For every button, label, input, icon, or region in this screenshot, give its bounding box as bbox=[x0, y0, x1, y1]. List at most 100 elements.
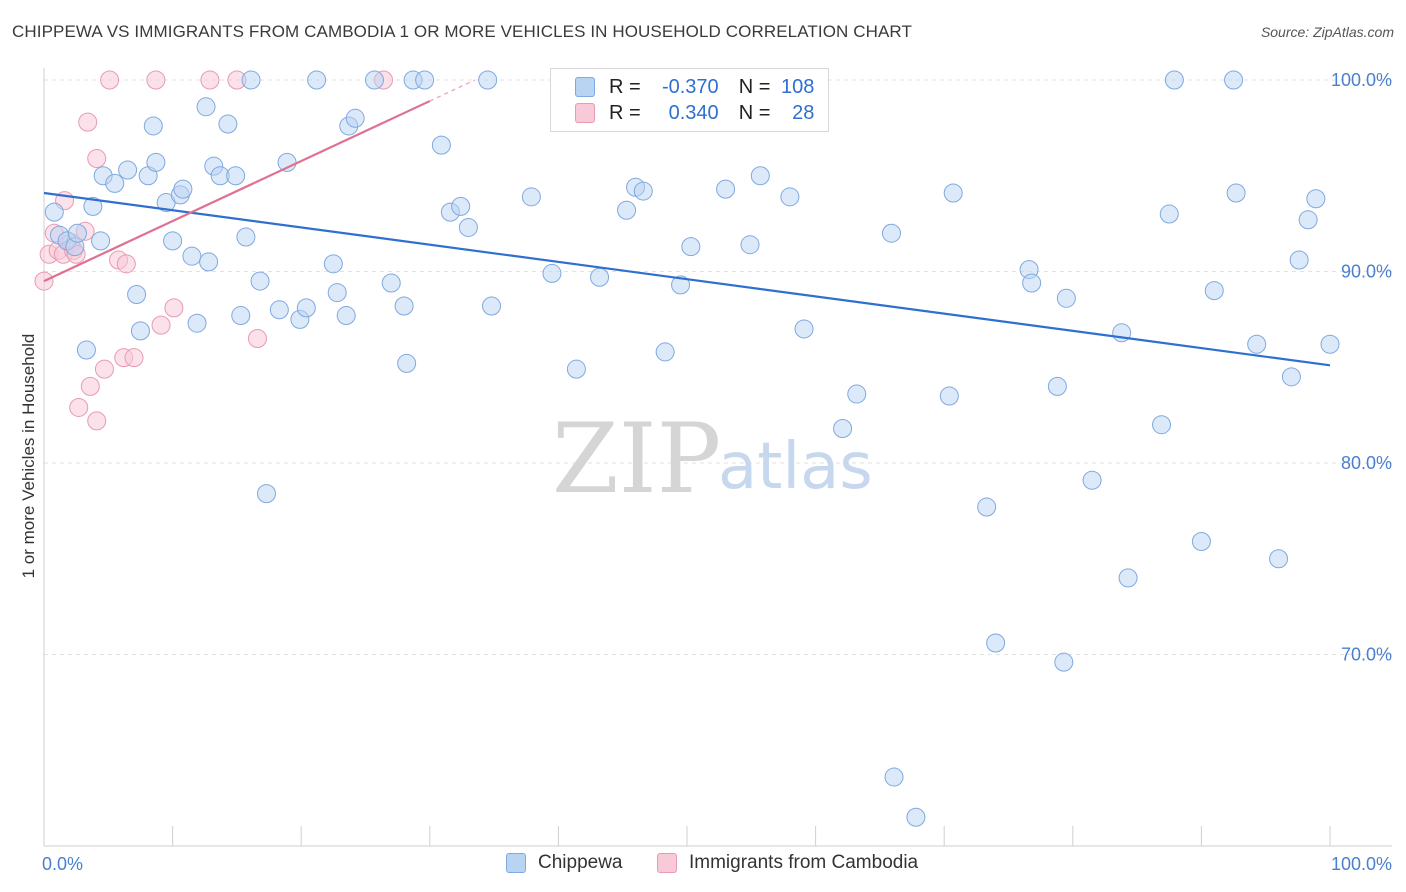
chippewa-point bbox=[196, 97, 216, 117]
chippewa-trend-line bbox=[43, 191, 1331, 367]
chippewa-point bbox=[590, 267, 610, 287]
chippewa-point bbox=[143, 116, 163, 136]
chippewa-point bbox=[881, 223, 901, 243]
chippewa-point bbox=[542, 263, 562, 283]
r-label: R = bbox=[609, 75, 641, 98]
chippewa-point bbox=[750, 166, 770, 186]
chippewa-point bbox=[716, 179, 736, 199]
chippewa-swatch bbox=[575, 77, 595, 97]
legend-row-chippewa: R = -0.370 N = 108 bbox=[551, 74, 814, 100]
r-value: -0.370 bbox=[661, 75, 719, 98]
chippewa-point bbox=[566, 359, 586, 379]
chippewa-point bbox=[1320, 334, 1340, 354]
y-tick-label: 80.0% bbox=[1341, 453, 1392, 473]
y-tick-label: 100.0% bbox=[1331, 70, 1392, 90]
chippewa-point bbox=[521, 187, 541, 207]
n-value: 108 bbox=[781, 75, 815, 98]
legend-label-chippewa: Chippewa bbox=[538, 852, 623, 873]
trend-lines bbox=[43, 79, 1331, 367]
chippewa-point bbox=[182, 246, 202, 266]
chippewa-point bbox=[1118, 568, 1138, 588]
x-tick-label: 100.0% bbox=[1331, 854, 1392, 874]
cambodia-point bbox=[164, 298, 184, 318]
n-label: N = bbox=[738, 75, 771, 98]
chippewa-point bbox=[83, 196, 103, 216]
chippewa-point bbox=[250, 271, 270, 291]
cambodia-point bbox=[80, 376, 100, 396]
chippewa-point bbox=[1204, 281, 1224, 301]
gridlines bbox=[44, 79, 1392, 655]
chart-title: CHIPPEWA VS IMMIGRANTS FROM CAMBODIA 1 O… bbox=[12, 22, 912, 41]
chippewa-point bbox=[1269, 549, 1289, 569]
legend-label-cambodia: Immigrants from Cambodia bbox=[689, 852, 919, 873]
cambodia-point bbox=[69, 397, 89, 417]
chippewa-point bbox=[1281, 367, 1301, 387]
chippewa-point bbox=[1298, 210, 1318, 230]
chippewa-point bbox=[655, 342, 675, 362]
chippewa-point bbox=[1226, 183, 1246, 203]
y-tick-label: 70.0% bbox=[1341, 645, 1392, 665]
chippewa-point bbox=[458, 217, 478, 237]
chippewa-point bbox=[977, 497, 997, 517]
chippewa-point bbox=[906, 807, 926, 827]
chippewa-point bbox=[296, 298, 316, 318]
chippewa-point bbox=[365, 70, 385, 90]
chippewa-point bbox=[415, 70, 435, 90]
chippewa-point bbox=[44, 202, 64, 222]
chippewa-point bbox=[218, 114, 238, 134]
chippewa-point bbox=[67, 223, 87, 243]
chippewa-point bbox=[76, 340, 96, 360]
chippewa-point bbox=[617, 200, 637, 220]
chippewa-point bbox=[884, 767, 904, 787]
n-value: 28 bbox=[792, 101, 815, 124]
chippewa-point bbox=[236, 227, 256, 247]
chippewa-point bbox=[780, 187, 800, 207]
chippewa-point bbox=[173, 179, 193, 199]
watermark-zip: ZIP bbox=[552, 403, 721, 515]
chippewa-point bbox=[671, 275, 691, 295]
stats-legend: R = -0.370 N = 108 R = 0.340 N = 28 bbox=[550, 68, 829, 132]
chippewa-point bbox=[187, 313, 207, 333]
legend-row-cambodia: R = 0.340 N = 28 bbox=[551, 100, 814, 126]
chippewa-point bbox=[847, 384, 867, 404]
cambodia-point bbox=[124, 348, 144, 368]
chippewa-point bbox=[1247, 334, 1267, 354]
chippewa-point bbox=[1056, 288, 1076, 308]
cambodia-point bbox=[146, 70, 166, 90]
series-cambodia bbox=[34, 70, 394, 431]
n-label: N = bbox=[738, 101, 771, 124]
cambodia-point bbox=[87, 149, 107, 169]
chippewa-point bbox=[451, 196, 471, 216]
chippewa-point bbox=[478, 70, 498, 90]
chippewa-point bbox=[1054, 652, 1074, 672]
chippewa-point bbox=[226, 166, 246, 186]
chippewa-point bbox=[105, 173, 125, 193]
chippewa-point bbox=[241, 70, 261, 90]
chippewa-point bbox=[146, 152, 166, 172]
watermark: ZIP atlas bbox=[552, 403, 873, 515]
x-tick-label: 0.0% bbox=[42, 854, 83, 874]
axes bbox=[43, 68, 1392, 847]
chippewa-point bbox=[482, 296, 502, 316]
chippewa-point bbox=[939, 386, 959, 406]
chippewa-point bbox=[681, 237, 701, 257]
y-axis-label: 1 or more Vehicles in Household bbox=[19, 334, 38, 579]
chippewa-point bbox=[127, 284, 147, 304]
chippewa-point bbox=[381, 273, 401, 293]
chippewa-point bbox=[231, 306, 251, 326]
r-label: R = bbox=[609, 101, 641, 124]
chippewa-point bbox=[199, 252, 219, 272]
chippewa-point bbox=[1159, 204, 1179, 224]
chippewa-point bbox=[130, 321, 150, 341]
y-tick-label: 90.0% bbox=[1341, 262, 1392, 282]
chippewa-point bbox=[118, 160, 138, 180]
r-value: 0.340 bbox=[668, 101, 719, 124]
cambodia-trend-line bbox=[43, 100, 431, 283]
chippewa-point bbox=[1022, 273, 1042, 293]
chippewa-point bbox=[794, 319, 814, 339]
chippewa-point bbox=[431, 135, 451, 155]
chippewa-point bbox=[1047, 376, 1067, 396]
chippewa-point bbox=[327, 283, 347, 303]
chippewa-point bbox=[307, 70, 327, 90]
